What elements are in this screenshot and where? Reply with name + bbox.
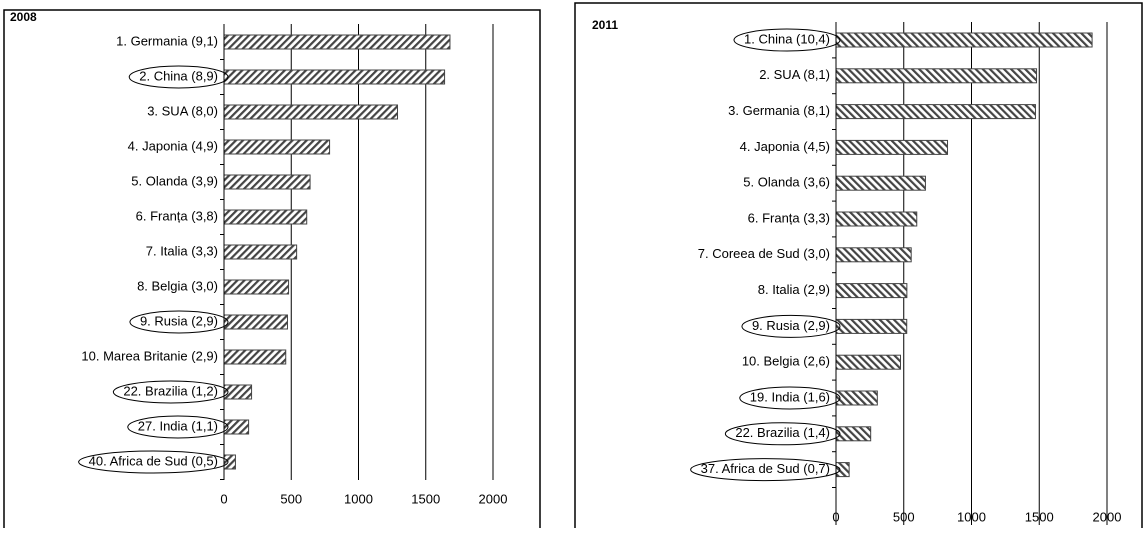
bar xyxy=(835,104,1036,120)
y-tick-label: 2. China (8,9) xyxy=(139,68,218,83)
bar xyxy=(223,244,298,260)
bar xyxy=(835,426,872,442)
highlight-ellipse xyxy=(739,386,841,410)
highlight-ellipse xyxy=(128,65,229,89)
bar xyxy=(835,68,1038,84)
bar xyxy=(223,69,446,85)
bar xyxy=(223,349,287,365)
bar xyxy=(835,283,908,299)
y-tick-label: 10. Belgia (2,6) xyxy=(742,354,830,369)
x-tick-label: 2000 xyxy=(479,491,508,506)
y-tick-label: 1. China (10,4) xyxy=(744,31,830,46)
panel-border xyxy=(574,2,1143,533)
bar xyxy=(835,247,912,263)
y-tick-label: 4. Japonia (4,5) xyxy=(740,139,830,154)
highlight-ellipse xyxy=(690,458,841,482)
y-tick-label: 2. SUA (8,1) xyxy=(759,67,830,82)
bar xyxy=(223,454,236,470)
y-tick-label: 5. Olanda (3,6) xyxy=(743,175,830,190)
y-tick-label: 8. Italia (2,9) xyxy=(758,282,830,297)
x-tick-label: 1000 xyxy=(344,491,373,506)
bar xyxy=(223,34,451,50)
bar xyxy=(223,279,290,295)
y-tick-label: 4. Japonia (4,9) xyxy=(128,138,218,153)
y-tick-label: 9. Rusia (2,9) xyxy=(752,318,830,333)
y-tick-label: 22. Brazilia (1,4) xyxy=(735,425,830,440)
y-tick-label: 9. Rusia (2,9) xyxy=(140,313,218,328)
highlight-ellipse xyxy=(741,314,841,338)
y-tick-label: 22. Brazilia (1,2) xyxy=(123,383,218,398)
bar xyxy=(835,462,850,478)
highlight-ellipse xyxy=(78,450,229,474)
y-tick-label: 3. Germania (8,1) xyxy=(728,103,830,118)
highlight-ellipse xyxy=(112,380,229,404)
x-tick-label: 1500 xyxy=(1025,509,1054,524)
y-tick-label: 5. Olanda (3,9) xyxy=(131,173,218,188)
x-tick-label: 500 xyxy=(280,491,302,506)
bar xyxy=(835,211,918,227)
y-tick-label: 40. Africa de Sud (0,5) xyxy=(89,453,218,468)
y-tick-label: 6. Franța (3,8) xyxy=(136,208,218,223)
y-tick-label: 6. Franța (3,3) xyxy=(748,210,830,225)
bar xyxy=(223,314,288,330)
bar xyxy=(223,174,311,190)
bar xyxy=(835,354,901,370)
bar xyxy=(835,390,878,406)
chart-title: 2008 xyxy=(10,10,37,24)
y-tick-label: 37. Africa de Sud (0,7) xyxy=(701,461,830,476)
bar xyxy=(223,104,399,120)
panel-border xyxy=(3,9,541,533)
y-tick-label: 19. India (1,6) xyxy=(750,389,830,404)
y-tick-label: 3. SUA (8,0) xyxy=(147,103,218,118)
x-tick-label: 1000 xyxy=(957,509,986,524)
bar xyxy=(835,318,908,334)
x-tick-label: 2000 xyxy=(1093,509,1122,524)
highlight-ellipse xyxy=(733,28,841,52)
bar xyxy=(223,139,331,155)
highlight-ellipse xyxy=(724,422,841,446)
y-tick-label: 27. India (1,1) xyxy=(138,418,218,433)
highlight-ellipse xyxy=(129,310,229,334)
y-tick-label: 10. Marea Britanie (2,9) xyxy=(81,348,218,363)
bar xyxy=(835,175,926,191)
bar xyxy=(835,32,1093,48)
y-tick-label: 7. Coreea de Sud (3,0) xyxy=(698,246,830,261)
bar xyxy=(835,139,949,155)
y-tick-label: 1. Germania (9,1) xyxy=(116,33,218,48)
y-tick-label: 8. Belgia (3,0) xyxy=(137,278,218,293)
chart-title: 2011 xyxy=(592,18,618,32)
bar xyxy=(223,209,308,225)
highlight-ellipse xyxy=(127,415,229,439)
y-tick-label: 7. Italia (3,3) xyxy=(146,243,218,258)
x-tick-label: 0 xyxy=(220,491,227,506)
x-tick-label: 1500 xyxy=(411,491,440,506)
x-tick-label: 500 xyxy=(893,509,915,524)
